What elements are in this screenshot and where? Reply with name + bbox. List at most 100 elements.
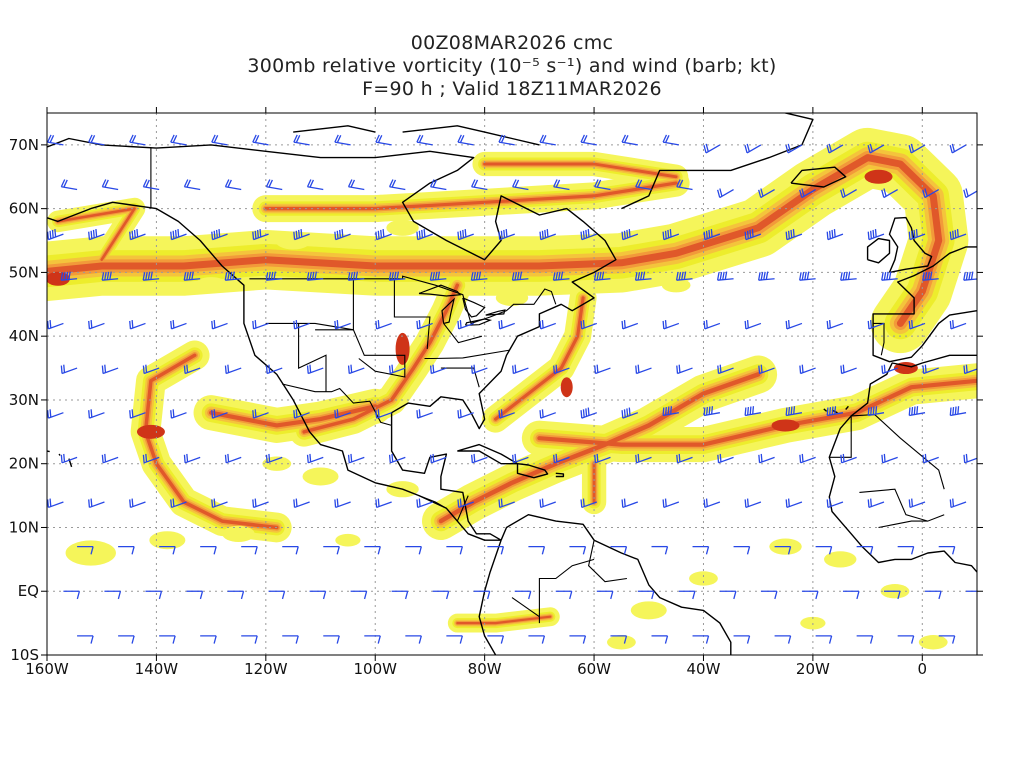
barb-flag <box>664 546 669 555</box>
wind-barb <box>867 143 885 154</box>
wind-barb <box>580 407 598 419</box>
lake-outline <box>441 297 456 324</box>
wind-barb <box>922 453 939 464</box>
wind-barb <box>487 545 505 555</box>
barb-flag <box>101 179 107 188</box>
vorticity-band <box>438 372 761 524</box>
barb-flag <box>334 134 339 143</box>
wind-barb <box>774 635 792 644</box>
barb-flag <box>842 271 846 281</box>
barb-flag <box>211 410 214 419</box>
longitude-label: 120W <box>244 660 288 678</box>
wind-barb <box>514 590 532 600</box>
political-border <box>265 322 406 378</box>
wind-barb <box>553 453 570 464</box>
barb-flag <box>49 230 52 239</box>
barb-staff <box>348 186 365 191</box>
barb-flag <box>722 271 725 280</box>
barb-flag <box>104 271 107 281</box>
barb-flag <box>418 409 421 418</box>
barb-flag <box>375 499 378 508</box>
barb-flag <box>790 229 793 238</box>
wind-barb <box>129 409 146 419</box>
barb-flag <box>744 320 747 329</box>
barb-flag <box>598 271 602 280</box>
wind-barb <box>785 143 803 154</box>
coastline <box>390 425 502 541</box>
barb-flag <box>352 271 356 280</box>
barb-flag <box>678 453 681 462</box>
barb-flag <box>596 271 600 281</box>
barb-flag <box>47 499 50 508</box>
wind-barb <box>224 364 242 375</box>
barb-flag <box>828 319 831 329</box>
vorticity-patch <box>194 277 228 294</box>
barb-flag <box>404 591 409 600</box>
wind-barb <box>610 545 628 555</box>
wind-barb <box>621 134 638 146</box>
wind-barb <box>733 635 751 644</box>
barb-flag <box>760 271 764 281</box>
wind-barb <box>47 409 64 419</box>
barb-flag <box>306 454 309 463</box>
coastline <box>866 237 891 264</box>
barb-flag <box>281 591 286 600</box>
barb-flag <box>174 229 177 238</box>
barb-flag <box>867 320 870 329</box>
wind-barb <box>306 453 324 464</box>
wind-barb <box>265 453 283 464</box>
barb-flag <box>142 179 148 188</box>
barb-flag <box>883 453 886 462</box>
barb-flag <box>963 454 966 463</box>
barb-flag <box>587 407 590 416</box>
barb-flag <box>623 319 626 329</box>
barb-flag <box>300 228 303 238</box>
barb-staff <box>498 141 515 146</box>
barb-flag <box>339 229 342 238</box>
wind-barb <box>980 636 996 644</box>
barb-flag <box>293 231 296 240</box>
barb-flag <box>211 231 214 240</box>
latitude-label: 10N <box>9 518 39 536</box>
barb-flag <box>388 365 391 374</box>
barb-flag <box>63 364 66 373</box>
barb-flag <box>475 271 479 280</box>
barb-flag <box>842 453 845 462</box>
barb-flag <box>922 189 926 198</box>
vorticity-maximum <box>560 377 573 398</box>
wind-barb <box>63 590 81 600</box>
wind-barb <box>487 635 505 644</box>
barb-flag <box>601 271 605 280</box>
barb-flag <box>710 228 713 238</box>
wind-barb <box>744 406 762 417</box>
barb-flag <box>708 406 711 415</box>
barb-flag <box>952 498 955 507</box>
wind-barb <box>842 590 860 600</box>
barb-flag <box>628 407 631 416</box>
wind-barb <box>183 364 201 375</box>
barb-flag <box>101 365 104 374</box>
barb-flag <box>240 591 245 600</box>
barb-flag <box>213 546 217 555</box>
barb-flag <box>705 319 708 329</box>
barb-flag <box>828 230 831 239</box>
barb-flag <box>309 453 312 462</box>
barb-flag <box>708 229 711 238</box>
wind-barb <box>963 271 977 281</box>
wind-barb <box>334 228 351 241</box>
wind-barb <box>966 590 977 592</box>
barb-flag <box>845 271 848 280</box>
barb-flag <box>471 454 473 463</box>
barb-flag <box>101 454 104 463</box>
barb-flag <box>799 365 802 374</box>
wind-barb <box>594 364 611 375</box>
barb-flag <box>760 364 763 373</box>
barb-flag <box>676 179 681 188</box>
barb-flag <box>749 406 752 415</box>
wind-barb <box>840 188 857 199</box>
barb-flag <box>186 453 189 462</box>
barb-flag <box>922 454 925 463</box>
barb-flag <box>256 229 259 238</box>
wind-barb <box>856 545 874 555</box>
wind-barb <box>938 635 956 644</box>
